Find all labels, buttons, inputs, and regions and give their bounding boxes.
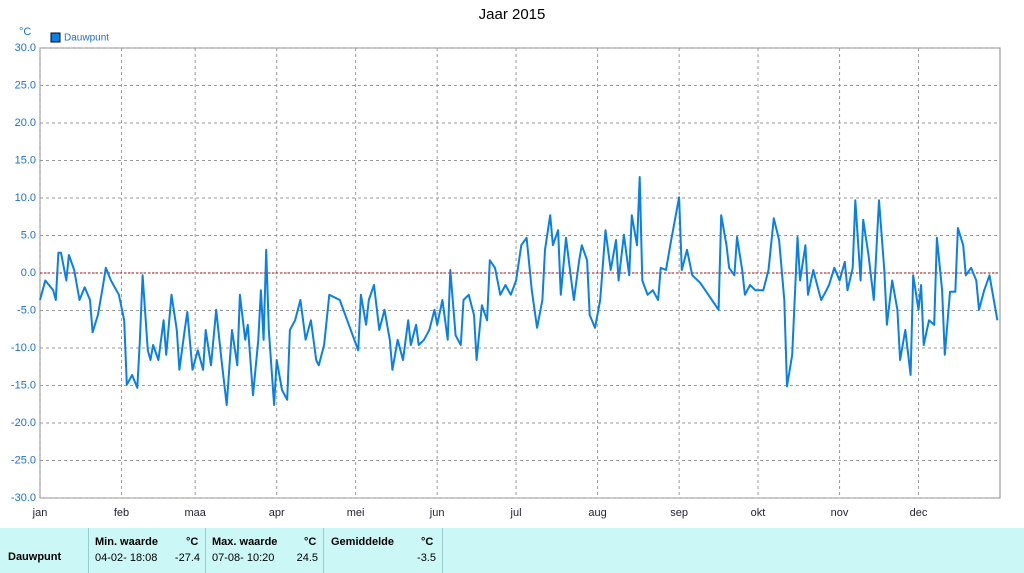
max-value: 24.5 (296, 552, 318, 564)
x-tick-label: maa (184, 507, 206, 519)
legend-label: Dauwpunt (64, 33, 109, 44)
y-tick-label: 20.0 (15, 117, 36, 129)
x-tick-label: okt (751, 507, 766, 519)
max-unit: °C (304, 536, 317, 548)
y-tick-label: 0.0 (21, 267, 36, 279)
x-tick-label: jan (32, 507, 48, 519)
min-time: 04-02- 18:08 (95, 552, 158, 564)
avg-header: Gemiddelde (331, 536, 394, 548)
y-unit: °C (19, 26, 31, 38)
y-tick-label: -10.0 (11, 342, 36, 354)
legend-swatch (50, 32, 61, 43)
x-tick-label: mei (347, 507, 365, 519)
avg-cell: Gemiddelde °C -3.5 (323, 528, 443, 573)
x-tick-label: nov (831, 507, 849, 519)
x-tick-label: jul (510, 507, 522, 519)
y-tick-label: -5.0 (17, 304, 36, 316)
min-header: Min. waarde (95, 536, 158, 548)
avg-value: -3.5 (417, 552, 436, 564)
max-cell: Max. waarde °C 07-08- 10:20 24.5 (205, 528, 324, 573)
x-tick-label: sep (670, 507, 688, 519)
y-tick-label: 10.0 (15, 192, 36, 204)
y-tick-label: 25.0 (15, 79, 36, 91)
min-cell: Min. waarde °C 04-02- 18:08 -27.4 (88, 528, 206, 573)
x-tick-label: jun (429, 507, 445, 519)
y-tick-label: 15.0 (15, 154, 36, 166)
min-value: -27.4 (174, 552, 200, 564)
y-tick-label: -25.0 (11, 454, 36, 466)
chart-title: Jaar 2015 (479, 6, 546, 23)
x-tick-label: aug (588, 507, 606, 519)
min-unit: °C (186, 536, 199, 548)
y-tick-label: -30.0 (11, 492, 36, 504)
row-label: Dauwpunt (8, 551, 62, 563)
max-time: 07-08- 10:20 (212, 552, 275, 564)
y-tick-label: 5.0 (21, 229, 36, 241)
x-tick-label: dec (910, 507, 928, 519)
y-tick-label: 30.0 (15, 42, 36, 54)
y-tick-label: -20.0 (11, 417, 36, 429)
x-tick-label: feb (114, 507, 129, 519)
stats-table: Dauwpunt Min. waarde °C 04-02- 18:08 -27… (0, 528, 1024, 573)
max-header: Max. waarde (212, 536, 278, 548)
y-tick-label: -15.0 (11, 379, 36, 391)
data-line (39, 176, 999, 406)
chart: Jaar 2015 °C Dauwpunt 30.0 25.0 20.0 15.0 10… (11, 6, 1001, 519)
x-tick-label: apr (269, 507, 285, 519)
avg-unit: °C (421, 536, 434, 548)
